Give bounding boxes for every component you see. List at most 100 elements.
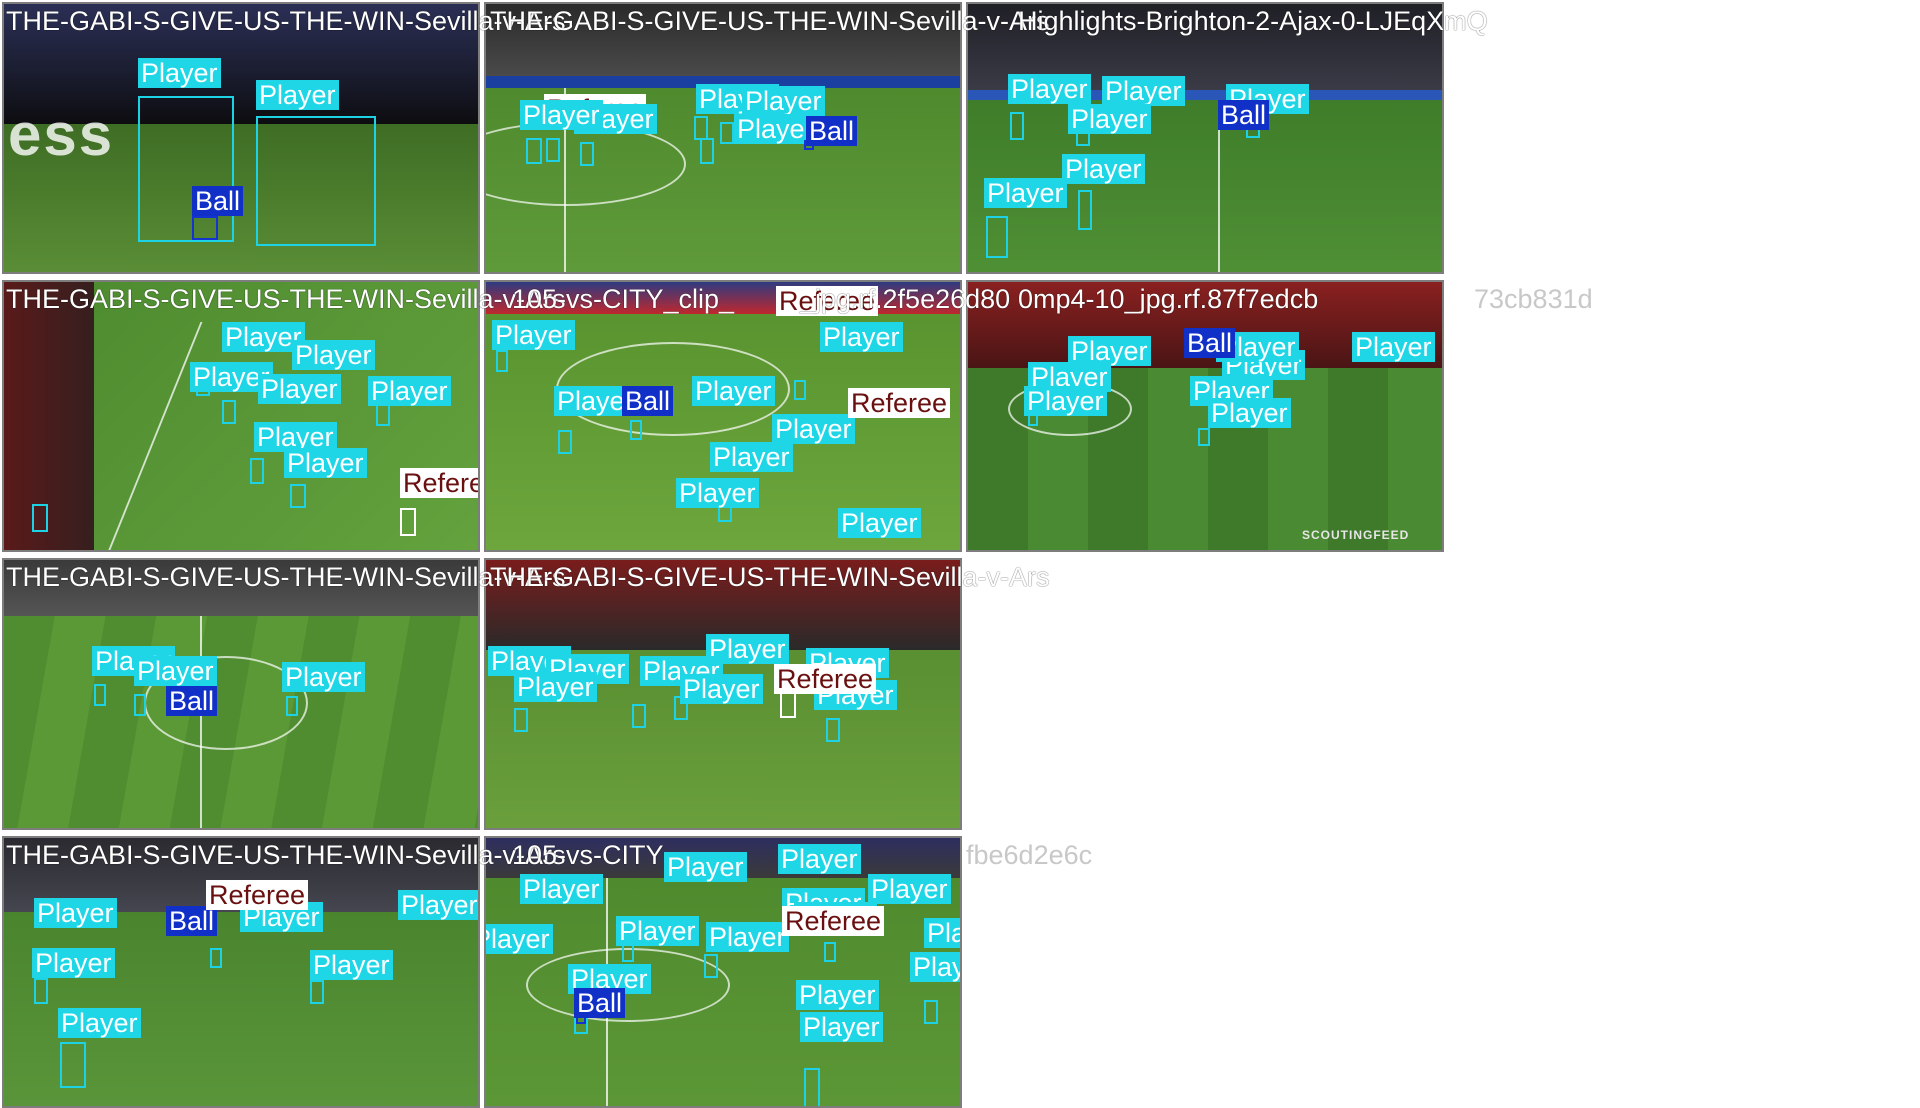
player-label: Player: [282, 662, 365, 692]
referee-label: Referee: [400, 468, 478, 498]
player-bbox: [250, 458, 264, 484]
player-label: Player: [368, 376, 451, 406]
player-bbox: [632, 704, 646, 728]
player-label: Player: [492, 320, 575, 350]
referee-label: Referee: [848, 388, 951, 418]
mosaic-tile-4: Player Player Player Player Player Playe…: [2, 280, 480, 552]
player-label: Player: [664, 852, 747, 882]
player-bbox: [700, 138, 714, 164]
player-bbox: [526, 138, 542, 164]
player-label: Player: [32, 948, 115, 978]
player-label: Player: [616, 916, 699, 946]
player-label: Player: [778, 844, 861, 874]
player-label: Player: [1068, 336, 1151, 366]
player-label: Player: [520, 100, 603, 130]
player-label: Player: [292, 340, 375, 370]
advert-text: ess: [8, 101, 115, 168]
player-bbox: [794, 380, 806, 400]
player-bbox: [376, 404, 390, 426]
ball-bbox: [192, 216, 218, 240]
player-label: Player: [742, 86, 825, 116]
crowd: [4, 560, 478, 616]
player-bbox: [60, 1042, 86, 1088]
player-bbox: [34, 978, 48, 1004]
player-label: Player: [706, 922, 789, 952]
player-label: Player: [924, 918, 960, 948]
player-bbox: [824, 942, 836, 962]
tile-caption: THE-GABI-S-GIVE-US-THE-WIN-Sevilla-v-Ars: [6, 562, 566, 592]
player-label: Player: [1102, 76, 1185, 106]
player-label: Player: [1024, 386, 1107, 416]
tile-caption: THE-GABI-S-GIVE-US-THE-WIN-Sevilla-v-Ars: [6, 6, 566, 36]
referee-label: Referee: [782, 906, 885, 936]
player-bbox: [694, 116, 708, 140]
player-bbox: [826, 718, 840, 742]
player-label: Player: [710, 442, 793, 472]
referee-label: Referee: [774, 664, 877, 694]
referee-bbox: [780, 692, 796, 718]
player-bbox: [286, 696, 298, 716]
tile-caption: 105-vs-CITY_clip_: [512, 284, 735, 314]
tile-caption: 0mp4-10_jpg.rf.87f7edcb: [1018, 284, 1319, 314]
player-bbox: [1198, 428, 1210, 446]
player-bbox: [1010, 112, 1024, 140]
player-label: Player: [910, 952, 960, 982]
player-bbox: [630, 420, 642, 440]
player-label: Player: [772, 414, 855, 444]
player-label: Player: [800, 1012, 883, 1042]
center-circle: [526, 948, 730, 1022]
player-label: Player: [1062, 154, 1145, 184]
player-label: Player: [734, 114, 817, 144]
player-label: Player: [1008, 74, 1091, 104]
player-bbox: [580, 142, 594, 166]
player-label: Player: [138, 58, 221, 88]
player-label: Player: [258, 374, 341, 404]
player-label: Player: [92, 646, 175, 676]
player-label: Player: [692, 376, 775, 406]
player-bbox: [210, 948, 222, 968]
player-bbox: [496, 350, 508, 372]
player-bbox: [222, 400, 236, 424]
crowd: [486, 4, 960, 76]
player-bbox: [1078, 190, 1092, 230]
referee-label: Referee: [206, 880, 309, 910]
player-label: Player: [190, 362, 273, 392]
tile-caption: fbe6d2e6c: [966, 840, 1093, 870]
player-label: Player: [256, 80, 339, 110]
player-label: Player: [58, 1008, 141, 1038]
player-label: Player: [1352, 332, 1435, 362]
box-line: [1218, 100, 1220, 272]
ball-label: Ball: [192, 186, 244, 216]
tile-caption: THE-GABI-S-GIVE-US-THE-WIN-Sevilla-v-Ars: [490, 6, 1050, 36]
player-bbox: [138, 96, 234, 242]
tile-caption: THE-GABI-S-GIVE-US-THE-WIN-Sevilla-v-Ars: [6, 284, 566, 314]
player-label: Player: [134, 656, 217, 686]
player-bbox: [986, 216, 1008, 258]
player-bbox: [558, 430, 572, 454]
player-bbox: [256, 116, 376, 246]
player-bbox: [94, 684, 106, 706]
tile-caption: THE-GABI-S-GIVE-US-THE-WIN-Sevilla-v-Ars: [6, 840, 566, 870]
player-label: Player: [310, 950, 393, 980]
player-label: Player: [254, 422, 337, 452]
mosaic-tile-5: Player Player Player Player Player Playe…: [484, 280, 962, 552]
mosaic-tile-10: Player Player Player Player Player Playe…: [484, 836, 962, 1108]
tile-caption: _jpg.rf.2f5e26d80: [800, 284, 1011, 314]
player-label: Player: [984, 178, 1067, 208]
referee-bbox: [400, 508, 416, 536]
player-label: Player: [284, 448, 367, 478]
mosaic-tile-3: Player Player Player Player Player Playe…: [966, 2, 1444, 274]
ball-label: Ball: [574, 988, 626, 1018]
player-bbox: [32, 504, 48, 532]
ball-label: Ball: [1184, 328, 1236, 358]
player-label: Player: [520, 874, 603, 904]
ball-label: Ball: [1218, 100, 1270, 130]
player-label: Player: [796, 980, 879, 1010]
player-label: Player: [676, 478, 759, 508]
player-label: Player: [34, 898, 117, 928]
mosaic-tile-7: Player Player Player Ball: [2, 558, 480, 830]
player-label: Player: [1068, 104, 1151, 134]
player-bbox: [924, 1000, 938, 1024]
advert-board: [486, 76, 960, 88]
ball-label: Ball: [166, 686, 218, 716]
